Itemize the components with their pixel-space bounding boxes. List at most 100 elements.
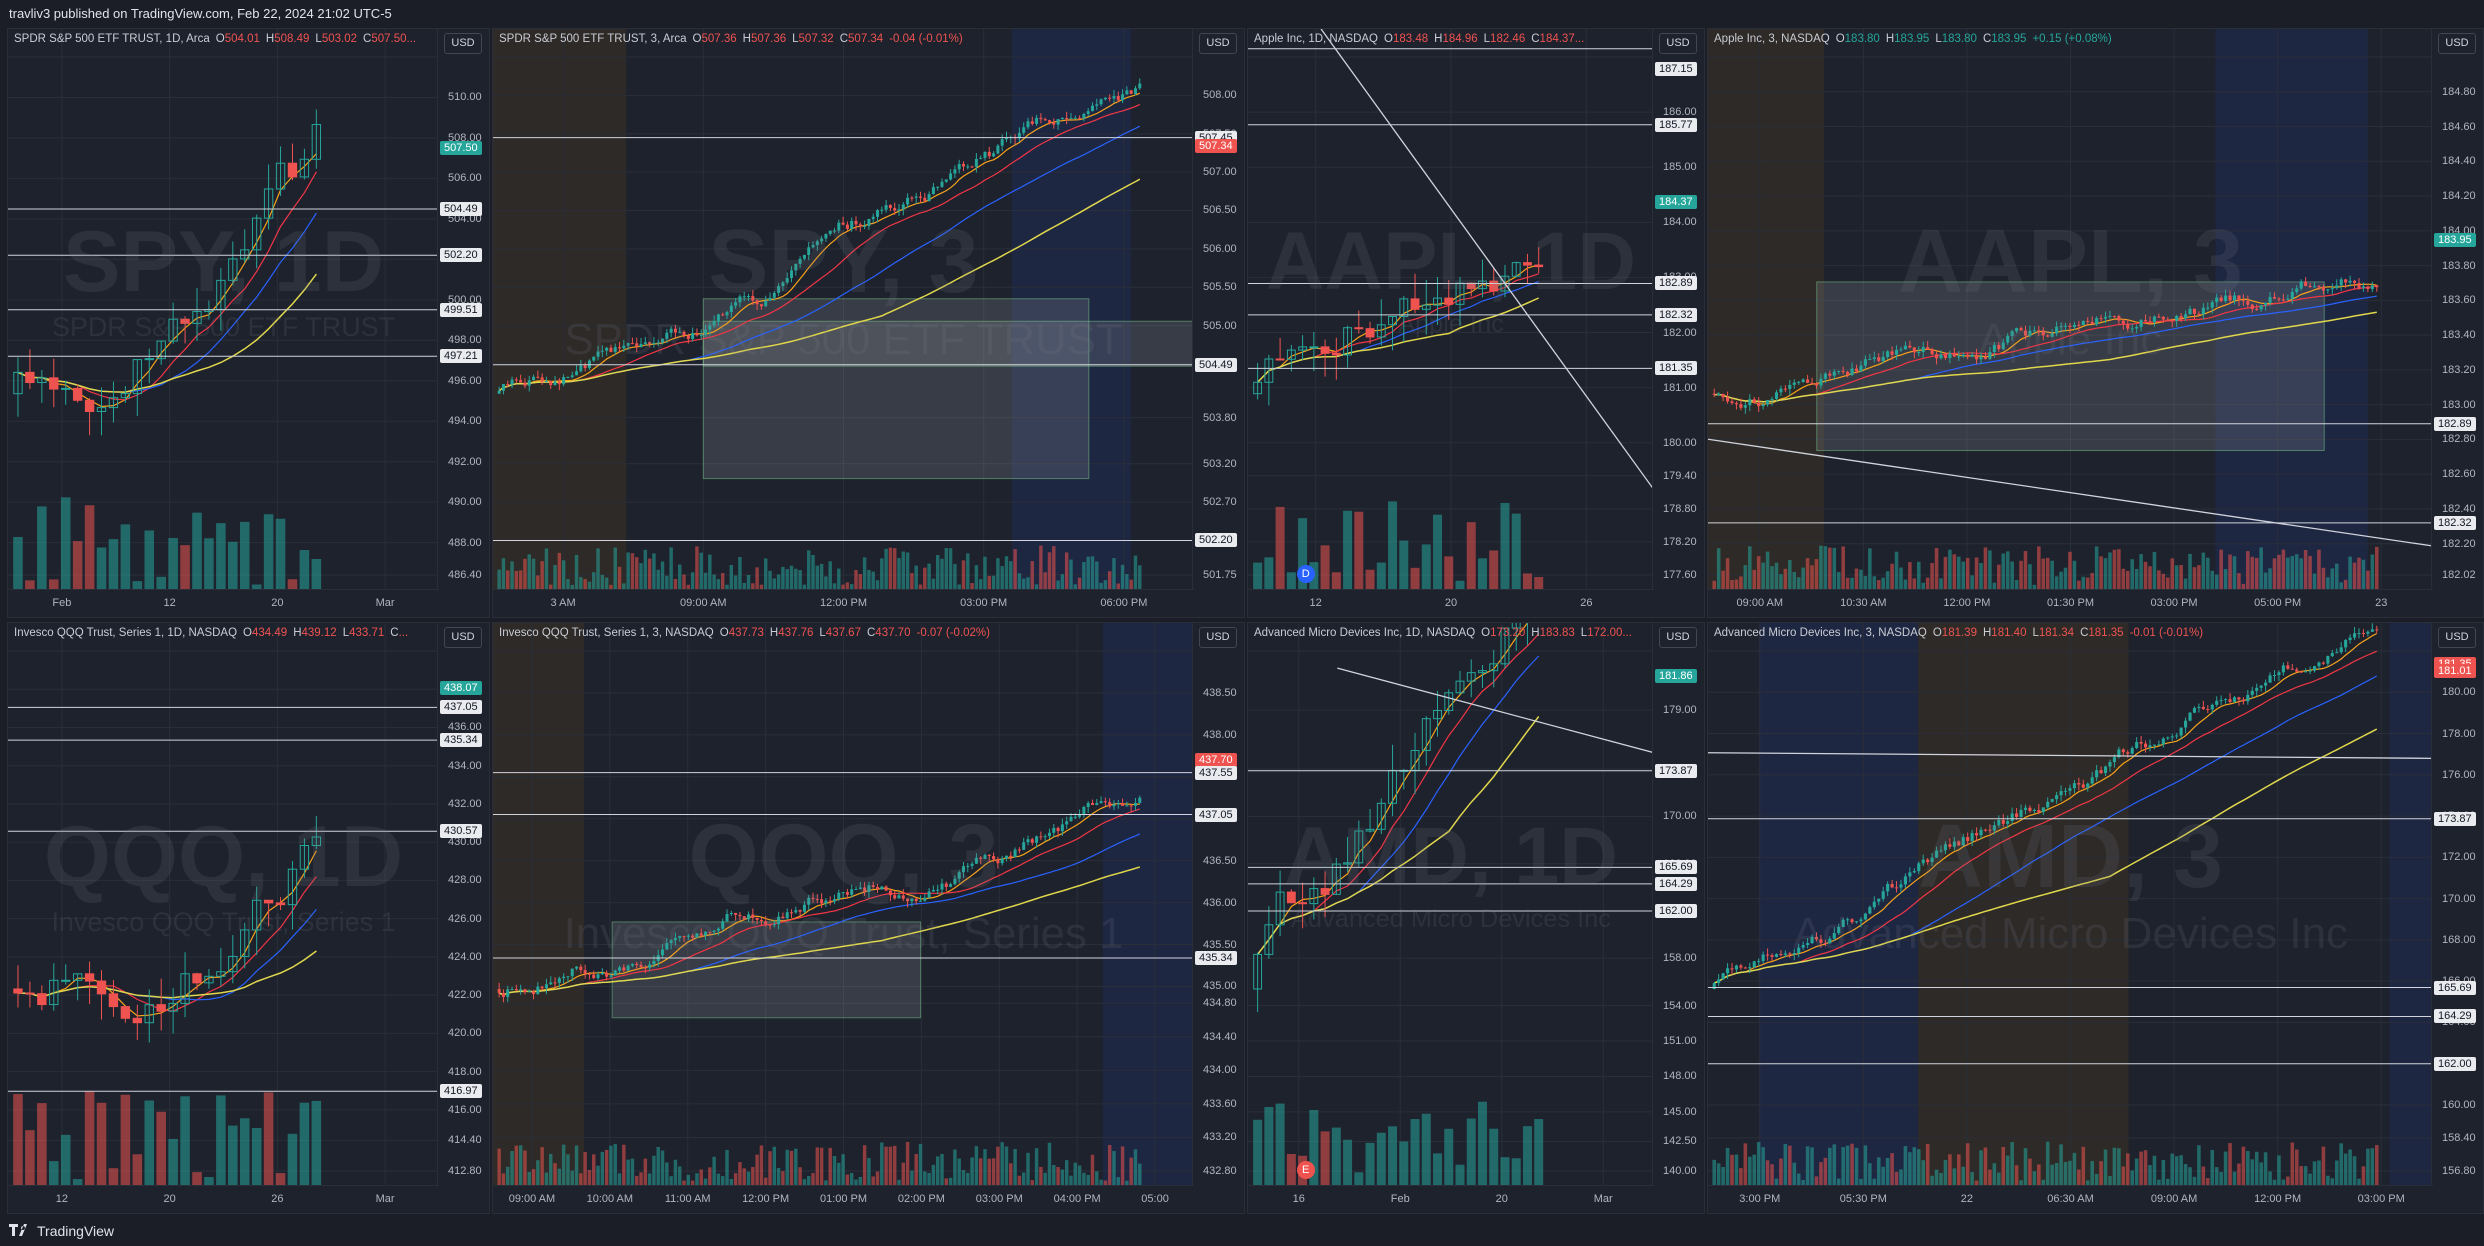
vwap-line <box>17 273 317 393</box>
trend-line[interactable] <box>1708 438 2433 547</box>
price-change: +0.15 (+0.08%) <box>2032 33 2112 45</box>
price-axis[interactable]: USD438.00436.00434.00432.00430.00428.004… <box>437 623 489 1187</box>
publish-info: travliv3 published on TradingView.com, F… <box>9 6 392 21</box>
currency-button[interactable]: USD <box>1659 33 1697 54</box>
supply-demand-zone[interactable] <box>1816 281 2325 451</box>
pane-legend[interactable]: Invesco QQQ Trust, Series 1, 3, NASDAQ O4… <box>499 627 990 639</box>
level-price-tag: 187.15 <box>1655 62 1697 76</box>
currency-button[interactable]: USD <box>2438 33 2476 54</box>
ohlc-key: L <box>1483 33 1491 45</box>
chart-pane-amd-3[interactable]: Advanced Micro Devices Inc, 3, NASDAQ O18… <box>1707 622 2484 1214</box>
plot-area[interactable]: AAPL, 3Apple Inc <box>1708 29 2433 591</box>
currency-button[interactable]: USD <box>1199 33 1237 54</box>
trend-line[interactable] <box>1320 29 1654 491</box>
price-tick-label: 145.00 <box>1663 1105 1697 1118</box>
pane-legend[interactable]: Advanced Micro Devices Inc, 3, NASDAQ O18… <box>1714 627 2203 639</box>
supply-demand-zone[interactable] <box>702 298 1090 480</box>
chart-pane-spy-3[interactable]: SPDR S&P 500 ETF TRUST, 3, Arca O507.36 H5… <box>492 28 1245 618</box>
ema-mid-line <box>498 103 1141 392</box>
price-chart[interactable] <box>493 623 1194 1187</box>
currency-button[interactable]: USD <box>2438 627 2476 648</box>
price-chart[interactable] <box>1708 29 2433 591</box>
time-axis[interactable]: 12 20 26 <box>1248 589 1654 617</box>
pane-legend[interactable]: SPDR S&P 500 ETF TRUST, 3, Arca O507.36 H5… <box>499 33 963 45</box>
price-chart[interactable] <box>1248 29 1654 591</box>
price-tick-label: 186.00 <box>1663 106 1697 119</box>
time-axis[interactable]: 12 20 26 Mar <box>8 1185 439 1213</box>
plot-area[interactable]: AMD, 3Advanced Micro Devices Inc <box>1708 623 2433 1187</box>
time-axis[interactable]: 16 Feb 20 Mar <box>1248 1185 1654 1213</box>
price-axis[interactable]: USD179.00174.00170.00166.00162.00158.001… <box>1652 623 1704 1187</box>
price-axis[interactable]: USD438.50438.00437.50437.00436.50436.004… <box>1192 623 1244 1187</box>
supply-demand-zone[interactable] <box>611 921 922 1019</box>
chart-pane-aapl-3[interactable]: Apple Inc, 3, NASDAQ O183.80 H183.95 L183.8… <box>1707 28 2484 618</box>
plot-area[interactable]: SPY, 3SPDR S&P 500 ETF TRUST <box>493 29 1194 591</box>
chart-pane-qqq-3[interactable]: Invesco QQQ Trust, Series 1, 3, NASDAQ O4… <box>492 622 1245 1214</box>
price-tick-label: 182.20 <box>2442 537 2476 550</box>
price-tick-label: 184.40 <box>2442 155 2476 168</box>
ohlc-value: 507.34 <box>848 33 884 45</box>
price-tick-label: 182.00 <box>1663 326 1697 339</box>
price-tick-label: 180.00 <box>1663 436 1697 449</box>
plot-area[interactable]: AMD, 1D Advanced Micro Devices Inc <box>1248 623 1654 1187</box>
price-tick-label: 179.40 <box>1663 469 1697 482</box>
time-axis[interactable]: 09:00 AM 10:00 AM 11:00 AM 12:00 PM 01:00 PM… <box>493 1185 1194 1213</box>
time-axis[interactable]: 09:00 AM 10:30 AM 12:00 PM 01:30 PM 03:00 PM… <box>1708 589 2433 617</box>
ohlc-o: O183.80 <box>1836 33 1880 45</box>
time-tick-label: Feb <box>52 597 72 609</box>
ohlc-value: 183.95 <box>1991 33 2027 45</box>
price-chart[interactable] <box>1708 623 2433 1187</box>
ohlc-key: L <box>342 627 350 639</box>
level-price-tag: 499.51 <box>440 302 482 317</box>
plot-area[interactable]: QQQ, 1D Invesco QQQ Trust, Series 1 <box>8 623 439 1187</box>
plot-area[interactable]: SPY, 1D SPDR S&P 500 ETF TRUST <box>8 29 439 591</box>
chart-pane-amd-1d[interactable]: Advanced Micro Devices Inc, 1D, NASDAQ O1… <box>1247 622 1705 1214</box>
price-tick-label: 148.00 <box>1663 1070 1697 1083</box>
time-axis[interactable]: Feb 12 20 Mar <box>8 589 439 617</box>
chart-pane-spy-1d[interactable]: SPDR S&P 500 ETF TRUST, 1D, Arca O504.01 H… <box>7 28 490 618</box>
price-tick-label: 438.50 <box>1203 686 1237 699</box>
trend-line[interactable] <box>1708 752 2433 760</box>
dividend-marker-icon[interactable]: D <box>1296 565 1315 583</box>
currency-button[interactable]: USD <box>444 33 482 54</box>
ohlc-key: L <box>1580 627 1588 639</box>
price-tick-label: 184.80 <box>2442 85 2476 98</box>
vwap-line <box>1713 728 2378 984</box>
currency-button[interactable]: USD <box>1199 627 1237 648</box>
level-price-tag: 165.69 <box>1655 860 1697 875</box>
symbol-title: Invesco QQQ Trust, Series 1, 3, NASDAQ <box>499 627 714 639</box>
time-axis[interactable]: 3 AM 09:00 AM 12:00 PM 03:00 PM 06:00 PM <box>493 589 1194 617</box>
price-tick-label: 182.40 <box>2442 502 2476 515</box>
ohlc-value: ... <box>398 627 409 639</box>
currency-button[interactable]: USD <box>444 627 482 648</box>
pane-legend[interactable]: Apple Inc, 3, NASDAQ O183.80 H183.95 L183.8… <box>1714 33 2112 45</box>
plot-area[interactable]: AAPL, 1D Apple Inc <box>1248 29 1654 591</box>
chart-pane-qqq-1d[interactable]: Invesco QQQ Trust, Series 1, 1D, NASDAQ O… <box>7 622 490 1214</box>
price-tick-label: 505.50 <box>1203 281 1237 294</box>
ohlc-value: 173.20 <box>1490 627 1526 639</box>
pane-legend[interactable]: Invesco QQQ Trust, Series 1, 1D, NASDAQ O… <box>14 627 408 639</box>
price-chart[interactable] <box>8 623 439 1187</box>
price-tick-label: 507.00 <box>1203 166 1237 179</box>
price-chart[interactable] <box>8 29 439 591</box>
currency-button[interactable]: USD <box>1659 627 1697 648</box>
earnings-marker-icon[interactable]: E <box>1296 1161 1315 1179</box>
time-axis[interactable]: 3:00 PM 05:30 PM 22 06:30 AM 09:00 AM 12:00 P… <box>1708 1185 2433 1213</box>
price-chart[interactable] <box>1248 623 1654 1187</box>
price-axis[interactable]: USD508.00507.50507.00506.50506.00505.505… <box>1192 29 1244 591</box>
price-tick-label: 433.60 <box>1203 1097 1237 1110</box>
price-axis[interactable]: USD180.00178.00176.00174.00172.00170.001… <box>2431 623 2483 1187</box>
price-axis[interactable]: USD186.00185.00184.00183.00182.00181.001… <box>1652 29 1704 591</box>
price-axis[interactable]: USD 184.80 184.60 184.40 184.20 184.00 183.80 1… <box>2431 29 2483 591</box>
price-axis[interactable]: USD510.00508.00506.00504.00502.00500.004… <box>437 29 489 591</box>
price-chart[interactable] <box>493 29 1194 591</box>
chart-pane-aapl-1d[interactable]: Apple Inc, 1D, NASDAQ O183.48 H184.96 L182.… <box>1247 28 1705 618</box>
supply-demand-zone[interactable] <box>702 320 1194 367</box>
pane-legend[interactable]: Advanced Micro Devices Inc, 1D, NASDAQ O1… <box>1254 627 1632 639</box>
ohlc-c: C181.35 <box>2080 627 2124 639</box>
ohlc-value: 183.80 <box>1844 33 1880 45</box>
trend-line[interactable] <box>1337 667 1654 754</box>
pane-legend[interactable]: Apple Inc, 1D, NASDAQ O183.48 H184.96 L182.… <box>1254 33 1584 45</box>
pane-legend[interactable]: SPDR S&P 500 ETF TRUST, 1D, Arca O504.01 H… <box>14 33 416 45</box>
